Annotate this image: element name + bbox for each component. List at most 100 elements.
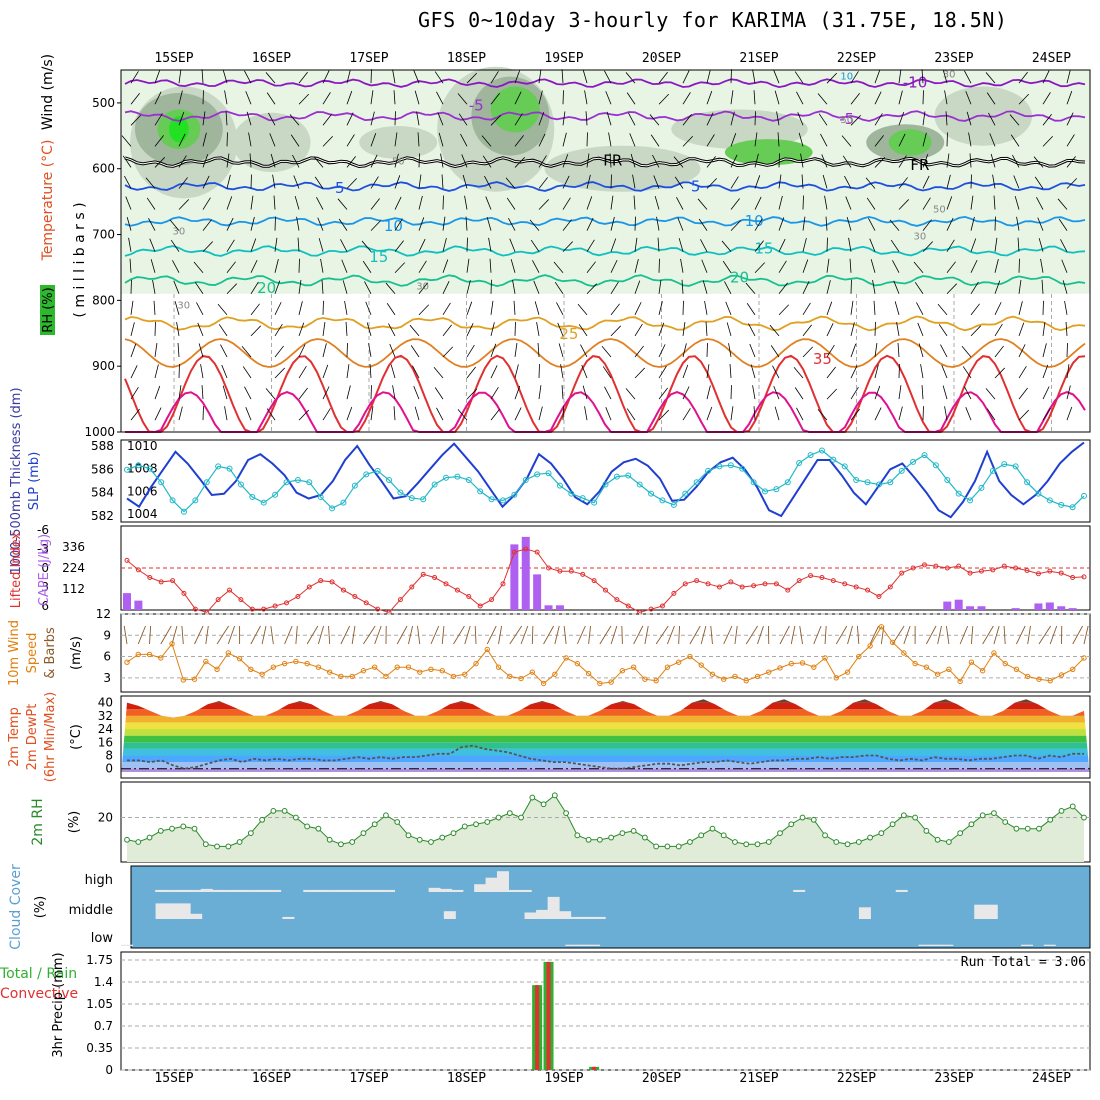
slp-point — [397, 489, 404, 496]
rh2m-point — [732, 839, 738, 845]
rh2m-point — [855, 839, 862, 845]
cloud-bar — [793, 889, 806, 892]
wind-barb — [245, 91, 252, 105]
rh2m-point — [1058, 807, 1065, 814]
lifted-index-point — [933, 563, 939, 569]
wind10m-speed-point — [698, 662, 704, 668]
wind-barb — [178, 155, 187, 168]
wind-barb — [418, 217, 425, 231]
wind-barb — [746, 303, 756, 316]
wind-barb — [265, 388, 276, 400]
slp-point — [260, 499, 267, 506]
wind-barb — [1064, 300, 1068, 315]
wind-barb — [870, 259, 876, 273]
wind-barb — [394, 153, 399, 168]
wind-barb — [346, 406, 353, 421]
rh2m-point — [934, 836, 941, 843]
wind10m-speed-point — [979, 668, 986, 674]
rh-tick-label: 20 — [98, 811, 113, 825]
rh2m-point — [619, 830, 626, 837]
lifted-index-point — [375, 606, 381, 612]
wind10m-speed-point — [169, 641, 175, 647]
lifted-index-point — [785, 587, 791, 593]
wind-barb — [729, 364, 732, 379]
cape-tick-label: 336 — [62, 540, 85, 554]
lifted-index-point — [659, 603, 665, 609]
wind-barb — [226, 196, 233, 210]
wind-barb — [700, 239, 708, 252]
wind-barb — [370, 220, 382, 231]
wind-barb — [850, 71, 859, 84]
wind-barb — [490, 114, 502, 126]
wind-barb — [274, 345, 284, 358]
wind-barb — [274, 302, 282, 316]
slp-point — [329, 505, 336, 512]
wind-barb — [202, 175, 210, 189]
wind10m-speed-point — [495, 664, 502, 670]
slp-point — [887, 479, 894, 486]
wind10m-barb — [250, 625, 261, 645]
dewpoint-line — [127, 744, 1084, 770]
thickness-axis-label: 1000-500mb Thickness (dm) — [9, 387, 24, 574]
wind-barb — [946, 217, 954, 231]
wind-barb — [658, 365, 667, 379]
wind-barb — [505, 177, 516, 189]
rh2m-point — [608, 834, 615, 841]
wind-barb — [538, 177, 548, 189]
wind-barb — [466, 258, 470, 273]
rh2m-point — [484, 819, 491, 825]
lifted-index-point — [340, 587, 346, 593]
cloud-bar — [858, 907, 871, 919]
rh2m-point — [360, 830, 367, 837]
wind10m-barb — [417, 625, 421, 645]
wind-barb — [698, 218, 708, 231]
wind-barb — [486, 217, 492, 231]
slp-point — [853, 477, 860, 483]
rh2m-point — [878, 830, 885, 837]
lifted-tick-label: 0 — [41, 561, 49, 575]
cloud-bar — [383, 889, 396, 892]
wind-barb — [748, 323, 756, 337]
wind-barb — [628, 112, 636, 126]
wind10m-speed-point — [248, 666, 254, 673]
wind10m-speed-point — [811, 664, 817, 670]
rh-blob — [490, 86, 540, 133]
cloud-bar — [177, 889, 190, 892]
lifted-index-point — [454, 587, 460, 593]
isotherm-label: 50 — [392, 156, 405, 167]
lifted-index-point — [227, 587, 233, 593]
wind10m-speed-point — [371, 664, 378, 670]
wind-barb — [537, 342, 540, 357]
wind-barb — [705, 321, 708, 336]
wind-barb — [457, 93, 468, 105]
wind-barb — [964, 70, 972, 84]
wind-barb — [754, 218, 763, 231]
wind10m-speed-point — [349, 673, 355, 680]
cloud-level-label: middle — [69, 903, 113, 918]
wind-barb — [490, 365, 498, 379]
rh-shading — [121, 66, 1090, 294]
wind-barb — [649, 114, 660, 126]
wind-barb — [610, 259, 618, 273]
wind10m-speed-point — [417, 669, 423, 675]
wind-barb — [530, 239, 540, 252]
cape-bar — [1057, 606, 1066, 610]
slp-point — [1012, 463, 1019, 470]
cloud-bar — [565, 944, 578, 946]
wind-barb — [725, 301, 732, 315]
wind-barb — [697, 198, 708, 210]
lifted-index-point — [899, 570, 905, 576]
slp-point — [237, 481, 244, 488]
wind-barb — [778, 238, 786, 252]
slp-point — [146, 465, 153, 472]
wind-barb — [677, 217, 684, 231]
wind10m-barb — [543, 625, 555, 645]
wind-barb — [410, 345, 420, 358]
slp-point — [454, 473, 461, 480]
wind10m-barb — [486, 625, 497, 645]
wind10m-barb — [441, 625, 445, 645]
wind-barb — [154, 113, 163, 126]
wind-barb — [601, 345, 612, 358]
wind-barb — [774, 406, 780, 421]
rh2m-point — [968, 821, 975, 828]
